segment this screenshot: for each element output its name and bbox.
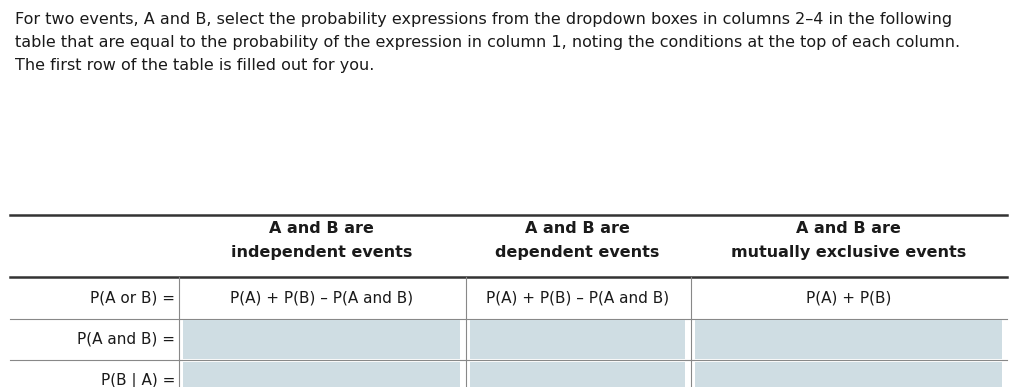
- Text: P(A) + P(B): P(A) + P(B): [806, 290, 892, 305]
- Text: P(A and B) =: P(A and B) =: [77, 332, 175, 347]
- Text: P(A or B) =: P(A or B) =: [90, 290, 175, 305]
- Text: independent events: independent events: [230, 245, 413, 260]
- Text: A and B are: A and B are: [797, 221, 901, 236]
- Text: P(A) + P(B) – P(A and B): P(A) + P(B) – P(A and B): [486, 290, 669, 305]
- Text: P(A) + P(B) – P(A and B): P(A) + P(B) – P(A and B): [230, 290, 413, 305]
- Text: mutually exclusive events: mutually exclusive events: [731, 245, 967, 260]
- Text: dependent events: dependent events: [496, 245, 659, 260]
- Text: A and B are: A and B are: [269, 221, 374, 236]
- Text: A and B are: A and B are: [525, 221, 630, 236]
- Text: For two events, A and B, select the probability expressions from the dropdown bo: For two events, A and B, select the prob…: [15, 12, 961, 74]
- Text: P(B | A) =: P(B | A) =: [100, 373, 175, 387]
